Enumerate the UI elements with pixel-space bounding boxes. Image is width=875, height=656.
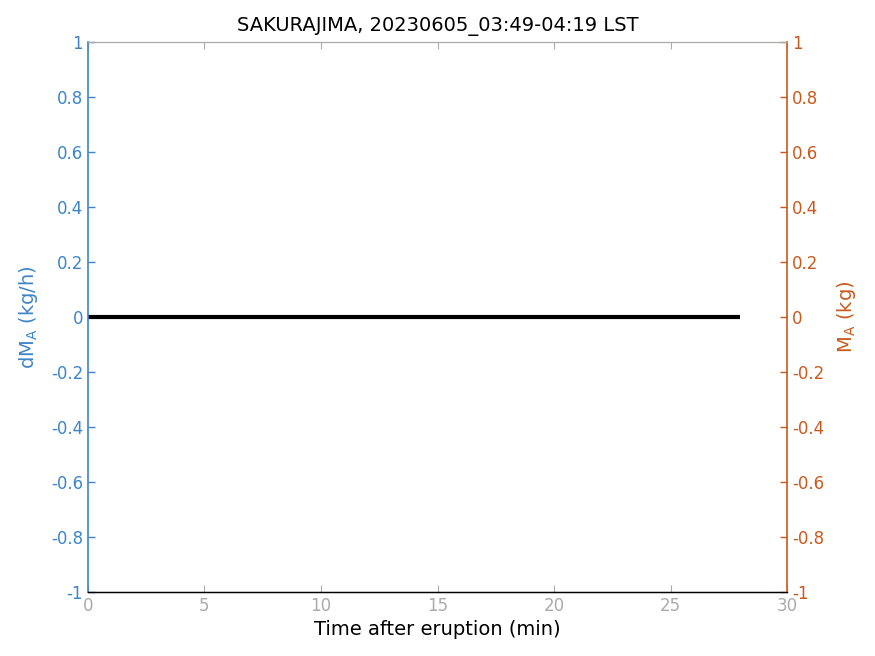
Y-axis label: dM$_\mathregular{A}$ (kg/h): dM$_\mathregular{A}$ (kg/h): [17, 265, 39, 369]
Title: SAKURAJIMA, 20230605_03:49-04:19 LST: SAKURAJIMA, 20230605_03:49-04:19 LST: [236, 16, 639, 35]
X-axis label: Time after eruption (min): Time after eruption (min): [314, 621, 561, 640]
Y-axis label: M$_\mathregular{A}$ (kg): M$_\mathregular{A}$ (kg): [836, 281, 858, 353]
